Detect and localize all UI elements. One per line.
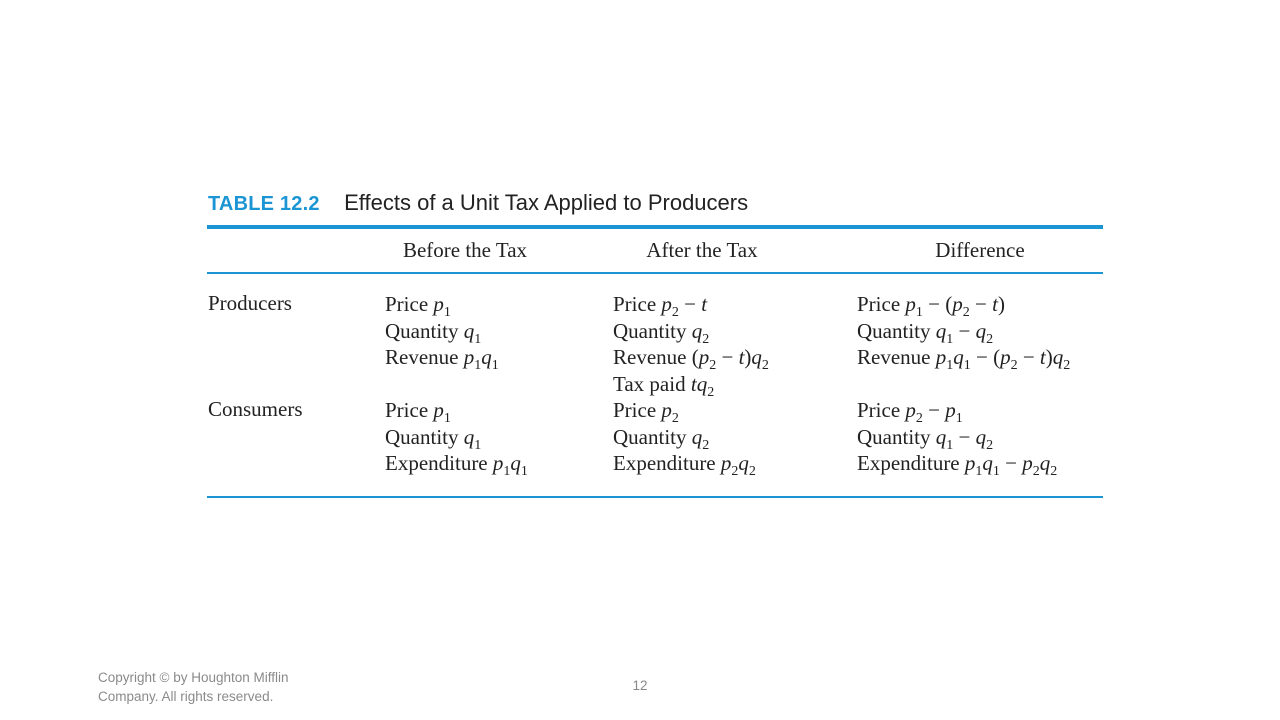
column-header-after: After the Tax <box>646 238 758 262</box>
cell-line: Price p2 <box>613 398 679 426</box>
top-rule <box>207 225 1103 229</box>
table-heading: TABLE 12.2 Effects of a Unit Tax Applied… <box>208 190 748 216</box>
table-title: Effects of a Unit Tax Applied to Produce… <box>344 190 749 215</box>
page-number: 12 <box>632 678 648 693</box>
consumers-difference-cell: Price p2 − p1 Quantity q1 − q2 Expenditure… <box>857 397 1058 479</box>
producers-difference-cell: Price p1 − (p2 − t) Quantity q1 − q2 Reven… <box>857 291 1071 373</box>
cell-line: Price p2 − t <box>613 292 708 320</box>
row-label-producers: Producers <box>208 291 292 315</box>
cell-line: Quantity q2 <box>613 424 710 453</box>
header-rule <box>207 272 1103 274</box>
producers-after-cell: Price p2 − t Quantity q2 Revenue (p2 − t)q… <box>613 291 769 400</box>
cell-line: Revenue (p2 − t)q2 <box>613 345 769 373</box>
cell-line: Price p1 <box>385 292 451 320</box>
cell-line: Tax paid tq2 <box>613 371 715 400</box>
cell-line: Quantity q1 − q2 <box>857 318 994 347</box>
consumers-before-cell: Price p1 Quantity q1 Expenditure p1q1 <box>385 397 528 479</box>
cell-line: Expenditure p1q1 − p2q2 <box>857 451 1058 479</box>
cell-line: Price p1 − (p2 − t) <box>857 292 1005 320</box>
consumers-after-cell: Price p2 Quantity q2 Expenditure p2q2 <box>613 397 756 479</box>
column-header-difference: Difference <box>935 238 1025 262</box>
cell-line: Quantity q2 <box>613 318 710 347</box>
producers-before-cell: Price p1 Quantity q1 Revenue p1q1 <box>385 291 499 373</box>
cell-line: Quantity q1 <box>385 424 482 453</box>
cell-line: Price p1 <box>385 398 451 426</box>
cell-line: Revenue p1q1 − (p2 − t)q2 <box>857 345 1071 373</box>
copyright-notice: Copyright © by Houghton Mifflin Company.… <box>98 670 289 704</box>
bottom-rule <box>207 496 1103 498</box>
cell-line: Expenditure p1q1 <box>385 451 528 479</box>
row-label-consumers: Consumers <box>208 397 303 421</box>
cell-line: Revenue p1q1 <box>385 345 499 373</box>
table-number: TABLE 12.2 <box>208 193 320 215</box>
column-header-before: Before the Tax <box>402 238 528 262</box>
cell-line: Quantity q1 <box>385 318 482 347</box>
cell-line: Expenditure p2q2 <box>613 451 756 479</box>
cell-line: Price p2 − p1 <box>857 398 963 426</box>
cell-line: Quantity q1 − q2 <box>857 424 994 453</box>
